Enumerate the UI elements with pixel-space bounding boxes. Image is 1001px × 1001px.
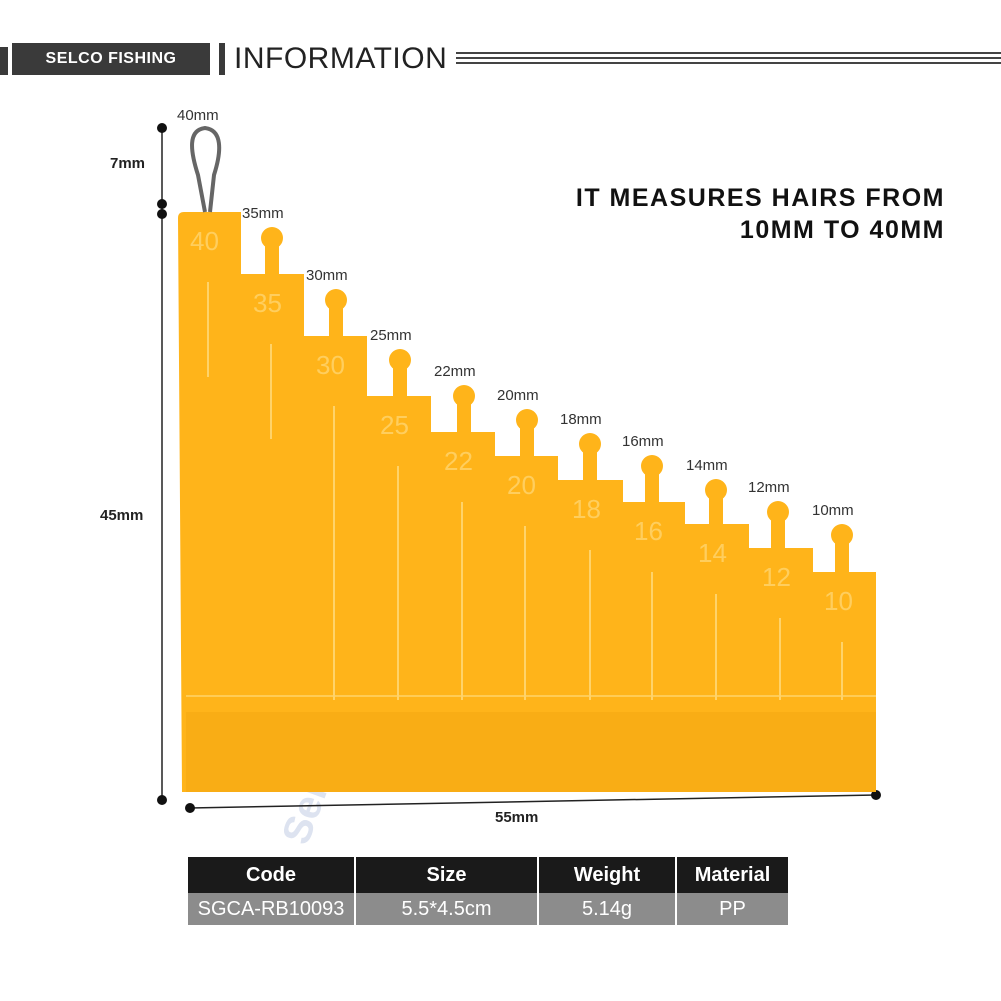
dim-dot: [871, 790, 881, 800]
engraved-mark: 10: [824, 586, 853, 616]
peg-head: [767, 501, 789, 523]
tagline: IT MEASURES HAIRS FROM 10MM TO 40MM: [576, 182, 945, 246]
step-labels: 40mm 35mm 30mm 25mm 22mm 20mm 18mm 16mm 14mm 12mm…: [177, 107, 854, 519]
section-title: INFORMATION: [234, 42, 448, 75]
step-label: 14mm: [686, 457, 728, 474]
step-label: 10mm: [812, 502, 854, 519]
dim-dot: [157, 795, 167, 805]
dim-dot: [157, 199, 167, 209]
peg-head: [831, 524, 853, 546]
dim-label-top: 7mm: [110, 155, 145, 172]
step-label: 12mm: [748, 479, 790, 496]
brand-badge: SELCO FISHING: [12, 43, 210, 75]
dim-label-width: 55mm: [495, 809, 538, 826]
engraved-mark: 35: [253, 288, 282, 318]
metal-loop: [190, 125, 222, 213]
dim-dot: [157, 209, 167, 219]
tagline-line-2: 10MM TO 40MM: [739, 216, 945, 244]
spec-code: SGCA-RB10093: [188, 893, 354, 925]
step-label: 16mm: [622, 433, 664, 450]
dim-dot: [157, 123, 167, 133]
peg-head: [516, 409, 538, 431]
spec-header-row: Code Size Weight Material: [188, 857, 788, 893]
step-label: 35mm: [242, 205, 284, 222]
step-label: 20mm: [497, 387, 539, 404]
peg-head: [389, 349, 411, 371]
engraved-mark: 20: [507, 470, 536, 500]
header-rules: [456, 52, 1001, 66]
dim-horizontal: [189, 794, 877, 809]
tool-body: [178, 212, 876, 792]
peg-head: [325, 289, 347, 311]
engraved-mark: 12: [762, 562, 791, 592]
spec-weight: 5.14g: [539, 893, 675, 925]
peg-head: [579, 433, 601, 455]
engraved-mark: 14: [698, 538, 727, 568]
spec-header-size: Size: [356, 857, 537, 893]
peg-head: [641, 455, 663, 477]
header: SELCO FISHING INFORMATION: [0, 40, 1001, 80]
spec-header-code: Code: [188, 857, 354, 893]
engraved-mark: 30: [316, 350, 345, 380]
peg-head: [261, 227, 283, 249]
step-label: 18mm: [560, 411, 602, 428]
step-label: 30mm: [306, 267, 348, 284]
peg-head: [705, 479, 727, 501]
dimension-lines: 7mm 45mm 55mm: [100, 123, 881, 826]
spec-size: 5.5*4.5cm: [356, 893, 537, 925]
step-label: 25mm: [370, 327, 412, 344]
engraved-mark: 25: [380, 410, 409, 440]
dim-dot: [185, 803, 195, 813]
spec-material: PP: [677, 893, 788, 925]
engraved-mark: 18: [572, 494, 601, 524]
header-accent: [0, 47, 8, 75]
hair-stop-tool: 40 35 30 25 22 20 18 16 14 12 10: [178, 125, 876, 792]
dim-label-height: 45mm: [100, 507, 143, 524]
engraved-mark: 22: [444, 446, 473, 476]
engraved-mark: 16: [634, 516, 663, 546]
spec-row: SGCA-RB10093 5.5*4.5cm 5.14g PP: [188, 893, 788, 925]
step-label: 22mm: [434, 363, 476, 380]
tool-base: [186, 712, 876, 792]
spec-table: Code Size Weight Material SGCA-RB10093 5…: [186, 857, 790, 925]
spec-header-weight: Weight: [539, 857, 675, 893]
tagline-line-1: IT MEASURES HAIRS FROM: [575, 184, 945, 212]
step-label-loop: 40mm: [177, 107, 219, 124]
spec-header-material: Material: [677, 857, 788, 893]
engraved-mark: 40: [190, 226, 219, 256]
header-divider: [219, 43, 225, 75]
peg-head: [453, 385, 475, 407]
